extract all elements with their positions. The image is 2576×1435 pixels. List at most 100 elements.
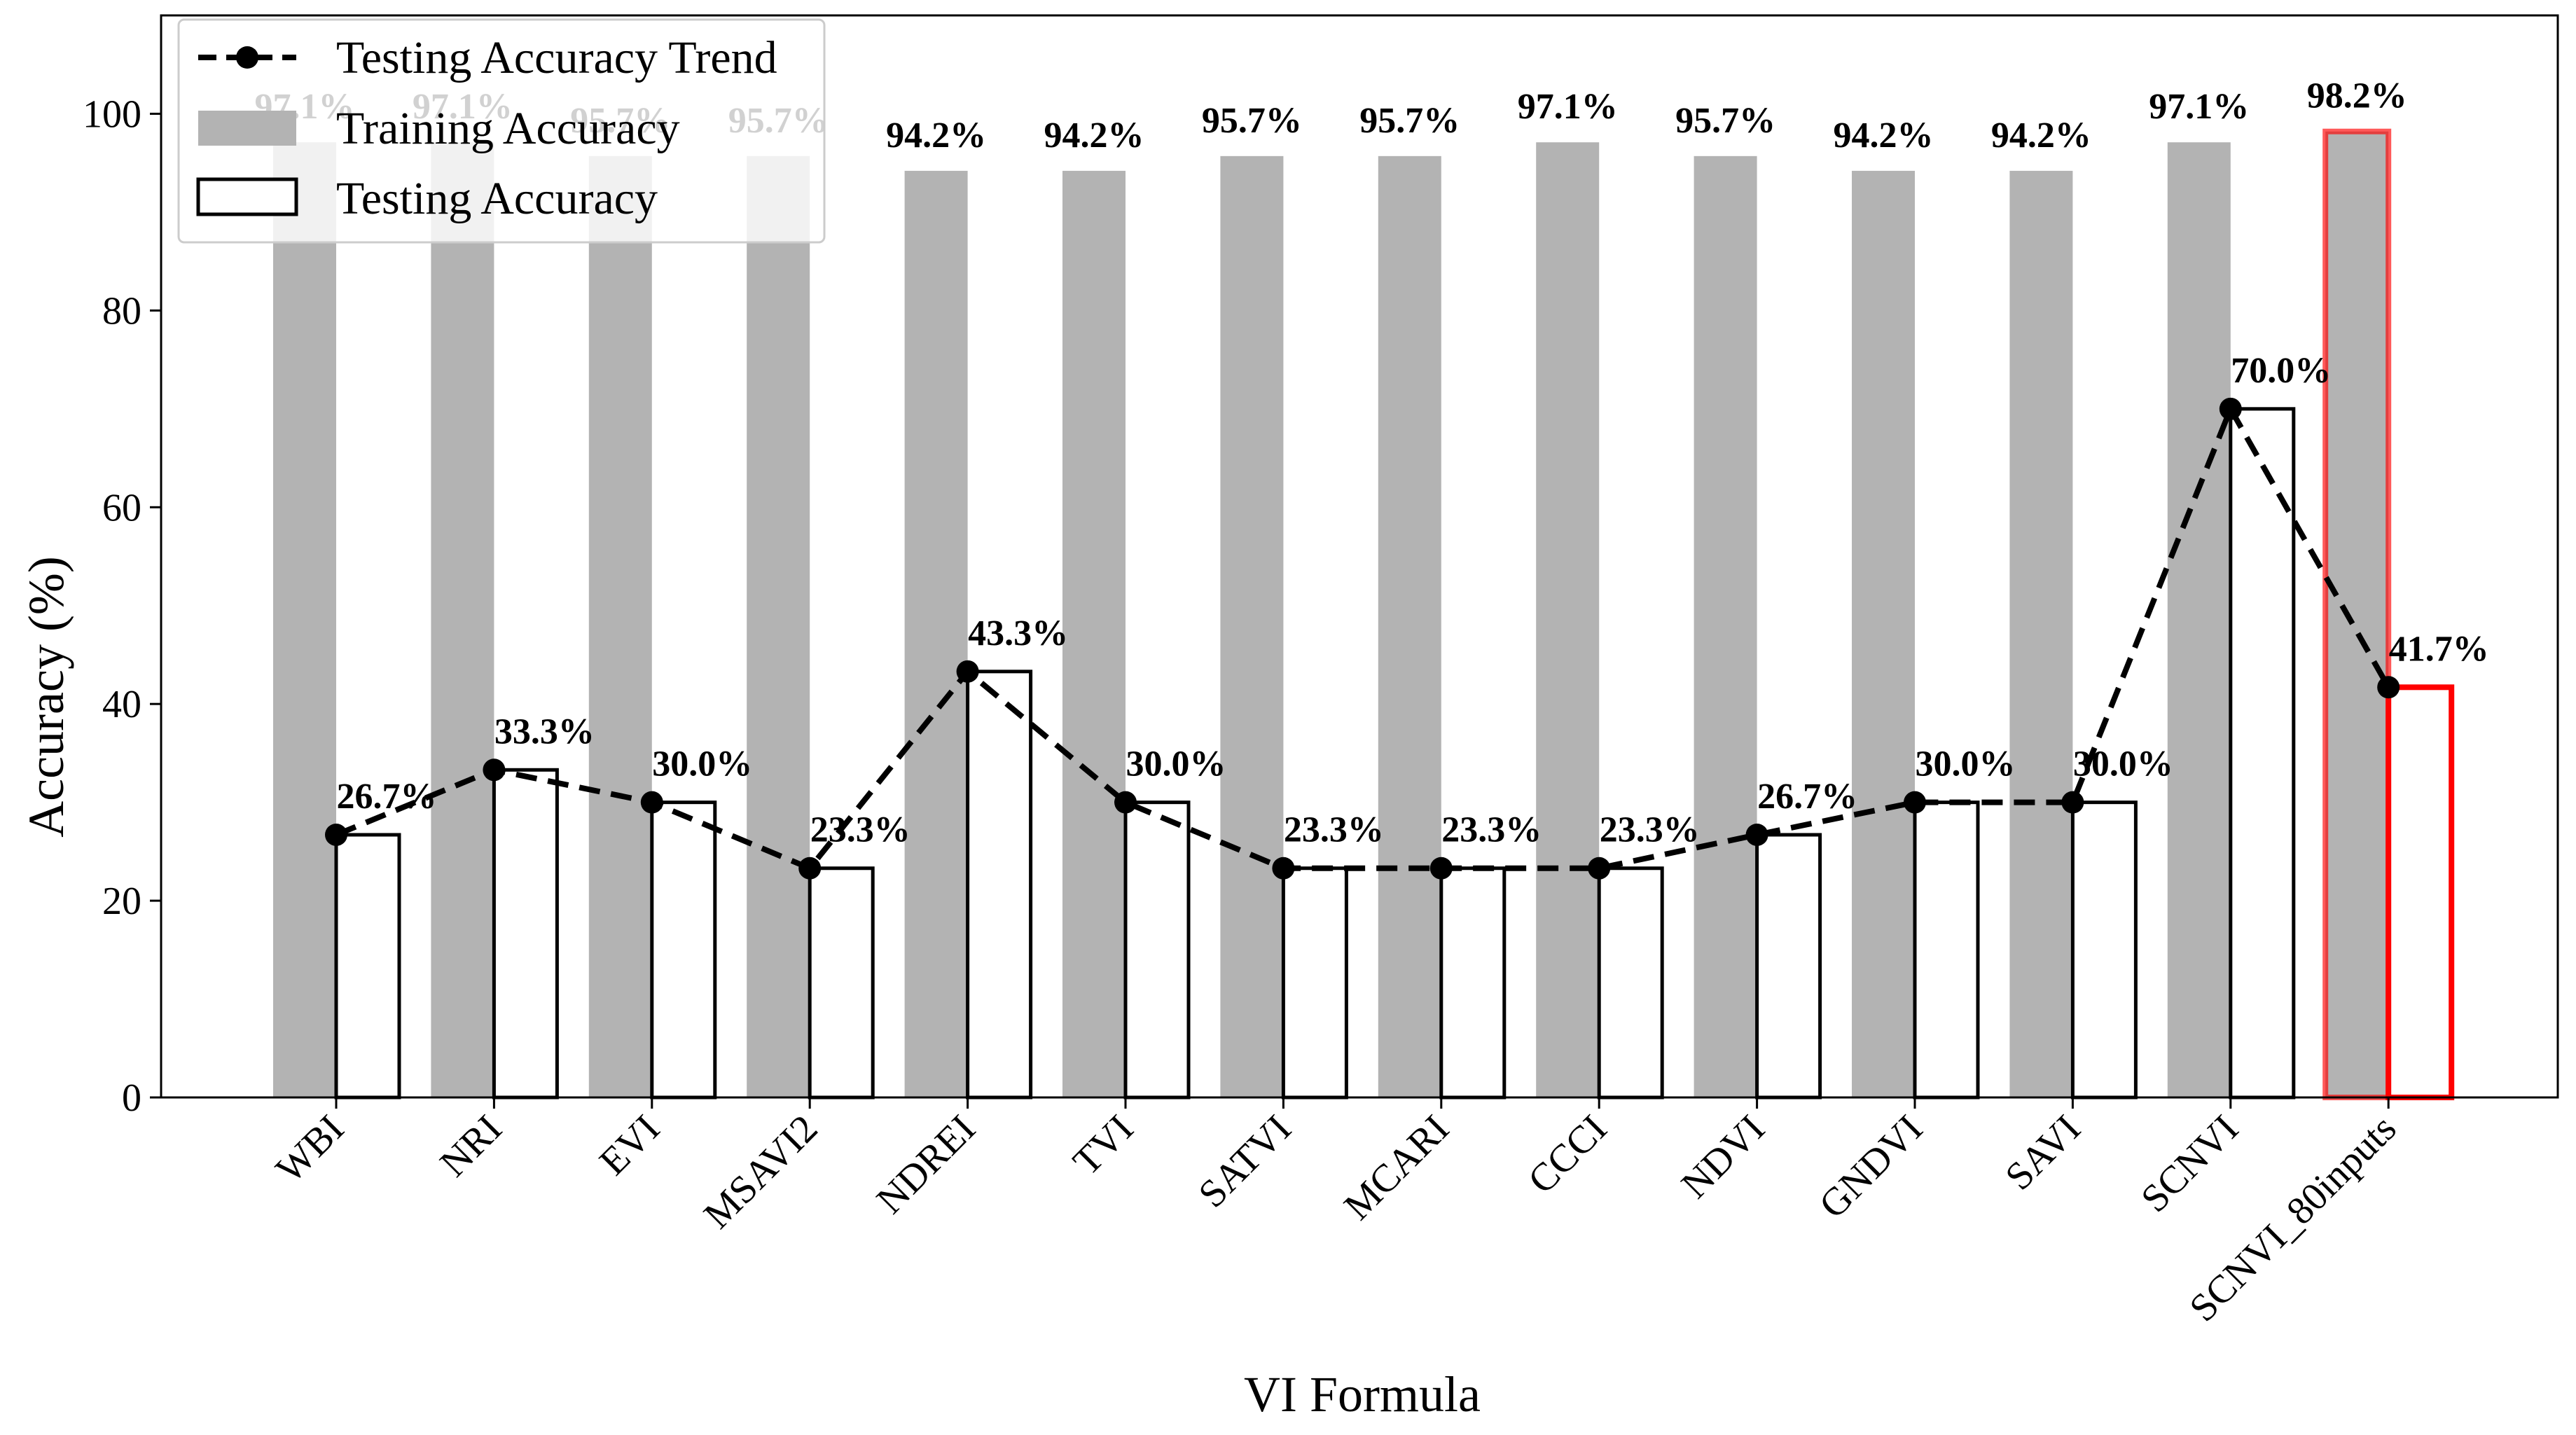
x-tick-label: WBI bbox=[268, 1107, 352, 1191]
trend-line bbox=[335, 405, 2391, 871]
x-tick-label: CCCI bbox=[1520, 1107, 1615, 1202]
testing-bar bbox=[966, 670, 1033, 1100]
x-tick-label: EVI bbox=[591, 1107, 668, 1184]
trend-marker bbox=[2219, 397, 2242, 420]
testing-value-label: 23.3% bbox=[810, 810, 910, 850]
legend-box bbox=[177, 18, 826, 244]
testing-value-label: 41.7% bbox=[2389, 629, 2489, 669]
training-value-label: 94.2% bbox=[1044, 116, 1144, 155]
trend-marker bbox=[1904, 791, 1926, 814]
x-tick-label: SATVI bbox=[1191, 1107, 1300, 1216]
training-bar bbox=[2322, 128, 2392, 1101]
x-tick-label: SAVI bbox=[1997, 1107, 2089, 1198]
training-bar bbox=[1062, 170, 1126, 1097]
training-bar bbox=[1694, 155, 1757, 1098]
testing-bar bbox=[808, 866, 875, 1100]
legend: Testing Accuracy Trend Training Accuracy… bbox=[177, 18, 826, 244]
y-tick-label: 60 bbox=[102, 486, 141, 529]
testing-value-label: 26.7% bbox=[1757, 777, 1857, 817]
testing-value-label: 43.3% bbox=[968, 613, 1068, 653]
testing-value-label: 26.7% bbox=[337, 777, 437, 817]
testing-value-label: 30.0% bbox=[1126, 744, 1226, 784]
testing-bar bbox=[2229, 407, 2296, 1100]
trend-marker bbox=[798, 857, 822, 880]
legend-testing-swatch bbox=[196, 177, 298, 216]
x-tick-label: MCARI bbox=[1336, 1107, 1457, 1228]
x-axis-title: VI Formula bbox=[1244, 1366, 1481, 1422]
training-bar bbox=[1536, 142, 1600, 1097]
x-tick-label: SCNVI bbox=[2133, 1107, 2247, 1221]
trend-marker bbox=[1588, 857, 1611, 880]
y-tick-label: 20 bbox=[102, 880, 141, 923]
training-value-label: 97.1% bbox=[2149, 87, 2249, 127]
training-bar bbox=[1378, 155, 1441, 1098]
testing-bar bbox=[334, 833, 401, 1100]
testing-value-label: 30.0% bbox=[652, 744, 752, 784]
testing-value-label: 33.3% bbox=[494, 712, 595, 751]
trend-marker bbox=[956, 660, 979, 683]
training-bar bbox=[2009, 170, 2073, 1097]
training-value-label: 98.2% bbox=[2307, 76, 2407, 116]
trend-marker bbox=[483, 758, 506, 782]
y-tick-label: 80 bbox=[102, 289, 141, 333]
testing-bars bbox=[334, 407, 2455, 1100]
testing-bar bbox=[1755, 833, 1822, 1100]
y-tick-label: 0 bbox=[122, 1076, 141, 1120]
trend-marker bbox=[1429, 857, 1453, 880]
training-value-label: 97.1% bbox=[1518, 87, 1618, 127]
legend-testing-label: Testing Accuracy bbox=[336, 173, 658, 224]
trend-marker bbox=[640, 791, 663, 814]
testing-bar bbox=[1913, 800, 1980, 1100]
y-tick-label: 100 bbox=[83, 92, 141, 136]
testing-bar bbox=[1439, 866, 1507, 1100]
training-value-label: 94.2% bbox=[1991, 116, 2091, 155]
training-bar bbox=[273, 142, 336, 1097]
legend-training-swatch bbox=[198, 111, 296, 146]
legend-trend-marker bbox=[236, 46, 258, 69]
testing-value-label: 23.3% bbox=[1441, 810, 1542, 850]
x-tick-label: GNDVI bbox=[1811, 1107, 1931, 1226]
training-bars bbox=[273, 128, 2392, 1101]
x-tick-label: MSAVI2 bbox=[695, 1107, 826, 1237]
testing-value-label: 23.3% bbox=[1600, 810, 1700, 850]
trend-marker bbox=[325, 823, 347, 846]
training-bar bbox=[1220, 155, 1284, 1098]
x-tick-label: TVI bbox=[1065, 1107, 1142, 1184]
legend-trend-label: Testing Accuracy Trend bbox=[336, 32, 777, 83]
legend-training-label: Training Accuracy bbox=[336, 103, 680, 154]
testing-bar bbox=[492, 768, 559, 1100]
training-bar bbox=[588, 155, 652, 1098]
training-bar bbox=[1852, 170, 1915, 1097]
trend-marker bbox=[1745, 823, 1768, 846]
testing-value-label: 23.3% bbox=[1284, 810, 1384, 850]
training-bar bbox=[431, 142, 494, 1097]
testing-value-label: 70.0% bbox=[2231, 351, 2331, 391]
training-bar bbox=[747, 155, 810, 1098]
x-tick-label: NDREI bbox=[868, 1107, 984, 1222]
y-axis-title: Accuracy (%) bbox=[18, 556, 74, 838]
trend-marker bbox=[2061, 791, 2084, 814]
training-value-label: 95.7% bbox=[1359, 101, 1460, 141]
testing-bar bbox=[2070, 800, 2138, 1100]
training-bar bbox=[2167, 142, 2231, 1097]
testing-trend-line bbox=[325, 397, 2400, 880]
testing-bar bbox=[1281, 866, 1348, 1100]
training-bar bbox=[904, 170, 968, 1097]
x-tick-label: NDVI bbox=[1673, 1107, 1773, 1207]
testing-bar bbox=[2385, 684, 2455, 1100]
testing-bar bbox=[1123, 800, 1191, 1100]
trend-marker bbox=[1272, 857, 1295, 880]
training-value-label: 95.7% bbox=[1675, 101, 1775, 141]
plot-frame bbox=[160, 14, 2559, 1099]
trend-marker bbox=[2377, 676, 2400, 699]
y-tick-label: 40 bbox=[102, 683, 141, 726]
x-tick-label: NRI bbox=[432, 1107, 511, 1185]
training-value-label: 94.2% bbox=[1834, 116, 1934, 155]
training-value-label: 95.7% bbox=[1202, 101, 1302, 141]
testing-value-label: 30.0% bbox=[2073, 744, 2173, 784]
testing-bar bbox=[650, 800, 717, 1100]
training-value-label: 94.2% bbox=[886, 116, 986, 155]
trend-marker bbox=[1114, 791, 1137, 814]
testing-bar bbox=[1597, 866, 1664, 1100]
